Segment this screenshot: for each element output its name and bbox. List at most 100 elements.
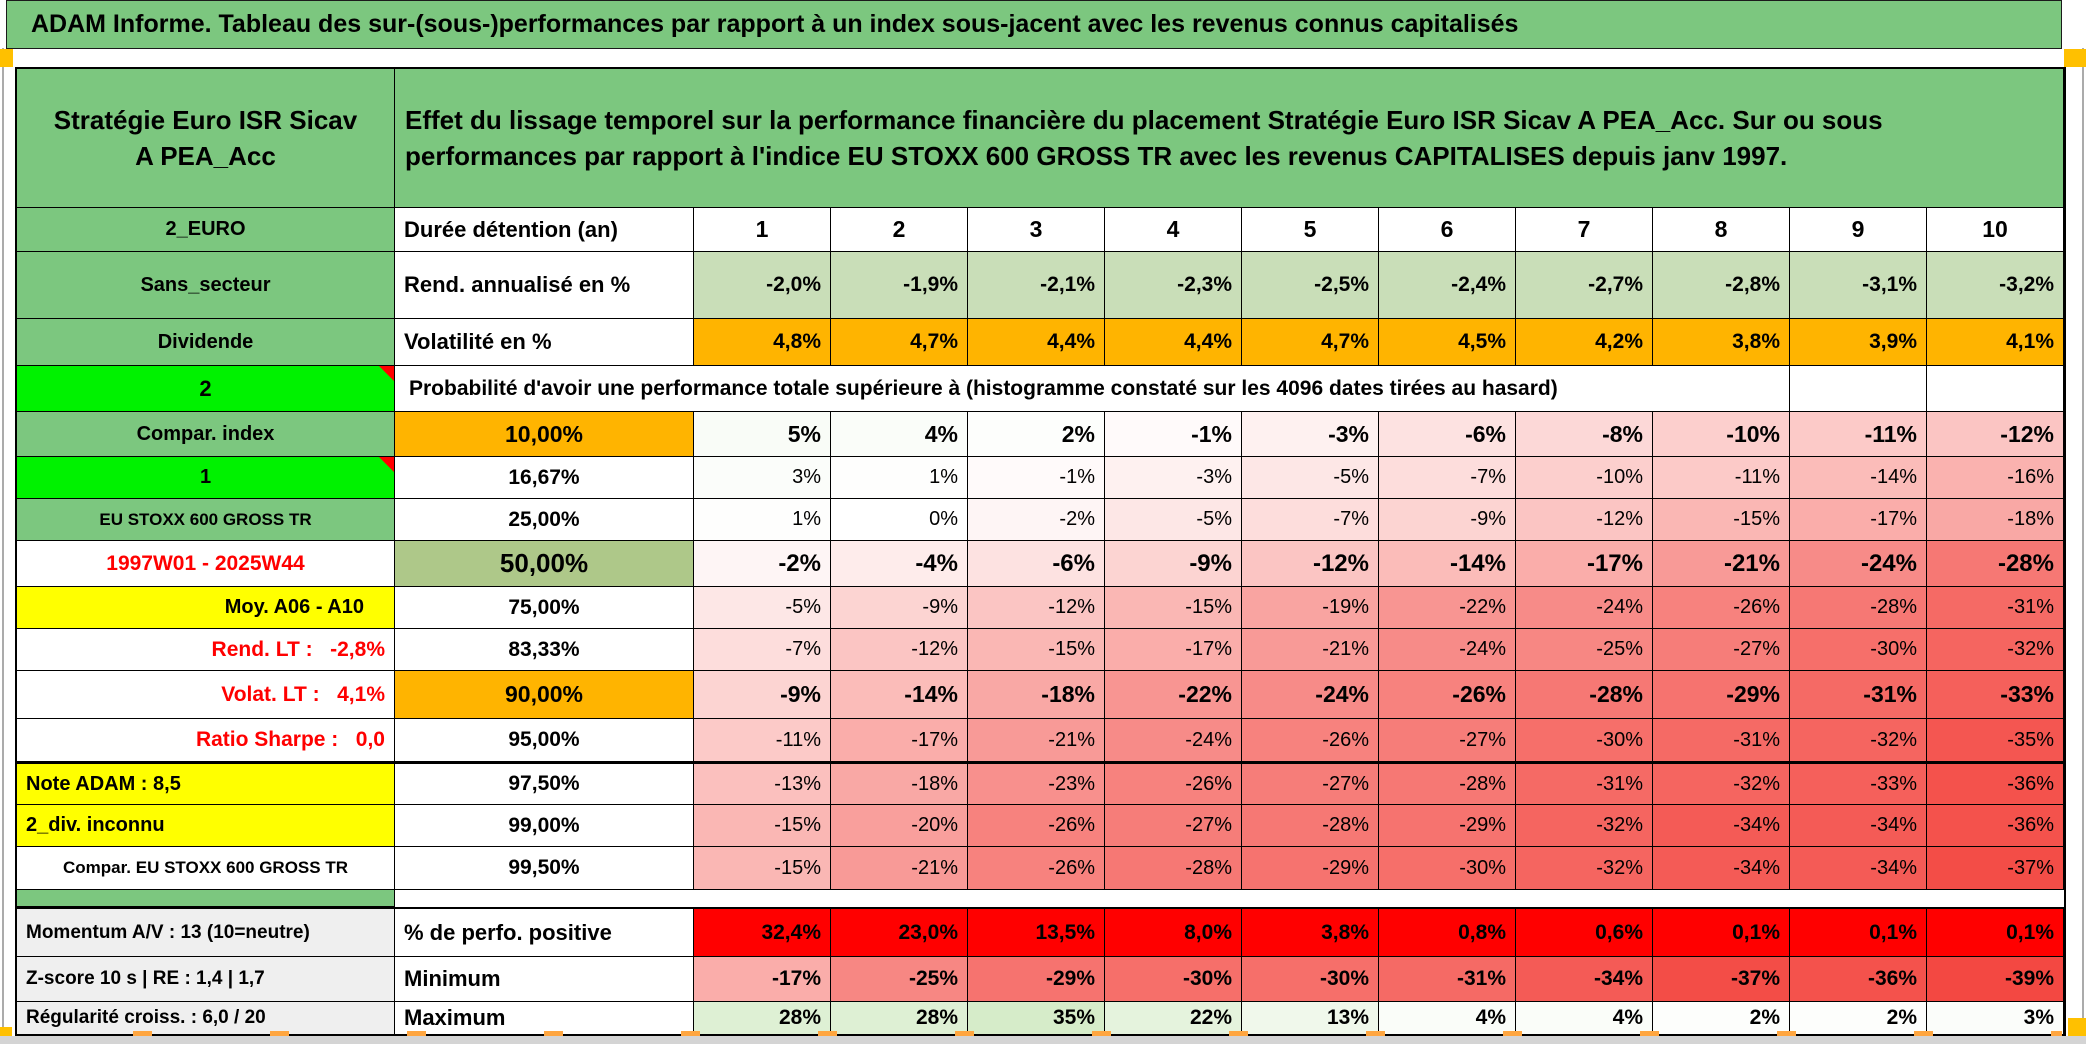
--de-perfo--positive-year-9[interactable]: 0,1% bbox=[1790, 907, 1927, 957]
maximum-year-6[interactable]: 4% bbox=[1379, 1002, 1516, 1035]
quantile-cell-1000[interactable]: 10,00% bbox=[395, 412, 694, 457]
prob-cell-q9500-year-6[interactable]: -27% bbox=[1379, 719, 1516, 762]
prob-cell-q7500-year-7[interactable]: -24% bbox=[1516, 587, 1653, 629]
holding-period-year-6[interactable]: 6 bbox=[1379, 208, 1516, 252]
prob-cell-q9000-year-9[interactable]: -31% bbox=[1790, 671, 1927, 719]
holding-period-year-1[interactable]: 1 bbox=[694, 208, 831, 252]
prob-cell-q7500-year-1[interactable]: -5% bbox=[694, 587, 831, 629]
minimum-year-2[interactable]: -25% bbox=[831, 957, 968, 1002]
--de-perfo--positive-year-1[interactable]: 32,4% bbox=[694, 907, 831, 957]
prob-cell-q2500-year-1[interactable]: 1% bbox=[694, 499, 831, 541]
prob-cell-q9900-year-9[interactable]: -34% bbox=[1790, 805, 1927, 847]
annualized-return-year-1[interactable]: -2,0% bbox=[694, 252, 831, 319]
holding-period-year-4[interactable]: 4 bbox=[1105, 208, 1242, 252]
row-label-bottom-1[interactable]: Momentum A/V : 13 (10=neutre) bbox=[17, 907, 395, 957]
row-label-q1667[interactable]: 1 bbox=[17, 457, 395, 499]
minimum-year-5[interactable]: -30% bbox=[1242, 957, 1379, 1002]
prob-cell-q9500-year-1[interactable]: -11% bbox=[694, 719, 831, 762]
prob-cell-q5000-year-3[interactable]: -6% bbox=[968, 541, 1105, 587]
quantile-cell-9000[interactable]: 90,00% bbox=[395, 671, 694, 719]
prob-cell-q1000-year-10[interactable]: -12% bbox=[1927, 412, 2064, 457]
prob-cell-q1667-year-6[interactable]: -7% bbox=[1379, 457, 1516, 499]
annualized-return-year-4[interactable]: -2,3% bbox=[1105, 252, 1242, 319]
prob-cell-q1667-year-9[interactable]: -14% bbox=[1790, 457, 1927, 499]
quantile-cell-2500[interactable]: 25,00% bbox=[395, 499, 694, 541]
row-label-q1000[interactable]: Compar. index bbox=[17, 412, 395, 457]
prob-cell-q5000-year-4[interactable]: -9% bbox=[1105, 541, 1242, 587]
--de-perfo--positive-year-4[interactable]: 8,0% bbox=[1105, 907, 1242, 957]
prob-cell-q9900-year-1[interactable]: -15% bbox=[694, 805, 831, 847]
row-label-q9950[interactable]: Compar. EU STOXX 600 GROSS TR bbox=[17, 847, 395, 890]
prob-cell-q9500-year-10[interactable]: -35% bbox=[1927, 719, 2064, 762]
annualized-return-year-5[interactable]: -2,5% bbox=[1242, 252, 1379, 319]
prob-cell-q1667-year-10[interactable]: -16% bbox=[1927, 457, 2064, 499]
prob-cell-q9900-year-7[interactable]: -32% bbox=[1516, 805, 1653, 847]
prob-cell-q9900-year-3[interactable]: -26% bbox=[968, 805, 1105, 847]
prob-cell-q1000-year-4[interactable]: -1% bbox=[1105, 412, 1242, 457]
metric-label-minimum[interactable]: Minimum bbox=[395, 957, 694, 1002]
prob-cell-q2500-year-9[interactable]: -17% bbox=[1790, 499, 1927, 541]
probability-header-cell[interactable]: Probabilité d'avoir une performance tota… bbox=[395, 366, 1790, 412]
prob-cell-q9000-year-2[interactable]: -14% bbox=[831, 671, 968, 719]
prob-cell-q8333-year-3[interactable]: -15% bbox=[968, 629, 1105, 671]
prob-cell-q2500-year-8[interactable]: -15% bbox=[1653, 499, 1790, 541]
volatility-year-8[interactable]: 3,8% bbox=[1653, 319, 1790, 366]
row-label-q8333[interactable]: Rend. LT : -2,8% bbox=[17, 629, 395, 671]
prob-cell-q1000-year-9[interactable]: -11% bbox=[1790, 412, 1927, 457]
prob-cell-q5000-year-1[interactable]: -2% bbox=[694, 541, 831, 587]
row-label-volatility[interactable]: Dividende bbox=[17, 319, 395, 366]
row-label-bottom-3[interactable]: Régularité croiss. : 6,0 / 20 bbox=[17, 1002, 395, 1035]
quantile-cell-9900[interactable]: 99,00% bbox=[395, 805, 694, 847]
prob-cell-q9900-year-5[interactable]: -28% bbox=[1242, 805, 1379, 847]
prob-cell-q9750-year-8[interactable]: -32% bbox=[1653, 762, 1790, 805]
holding-period-year-5[interactable]: 5 bbox=[1242, 208, 1379, 252]
prob-cell-q9950-year-9[interactable]: -34% bbox=[1790, 847, 1927, 890]
volatility-year-7[interactable]: 4,2% bbox=[1516, 319, 1653, 366]
annualized-return-year-7[interactable]: -2,7% bbox=[1516, 252, 1653, 319]
prob-cell-q9750-year-3[interactable]: -23% bbox=[968, 762, 1105, 805]
prob-cell-q9500-year-2[interactable]: -17% bbox=[831, 719, 968, 762]
metric-label---de-perfo--positive[interactable]: % de perfo. positive bbox=[395, 907, 694, 957]
prob-cell-q8333-year-4[interactable]: -17% bbox=[1105, 629, 1242, 671]
holding-period-year-7[interactable]: 7 bbox=[1516, 208, 1653, 252]
prob-cell-q7500-year-5[interactable]: -19% bbox=[1242, 587, 1379, 629]
prob-cell-q1667-year-2[interactable]: 1% bbox=[831, 457, 968, 499]
quantile-cell-7500[interactable]: 75,00% bbox=[395, 587, 694, 629]
holding-period-year-2[interactable]: 2 bbox=[831, 208, 968, 252]
prob-cell-q9750-year-7[interactable]: -31% bbox=[1516, 762, 1653, 805]
minimum-year-9[interactable]: -36% bbox=[1790, 957, 1927, 1002]
prob-cell-q9750-year-10[interactable]: -36% bbox=[1927, 762, 2064, 805]
prob-cell-q9500-year-9[interactable]: -32% bbox=[1790, 719, 1927, 762]
prob-cell-q5000-year-5[interactable]: -12% bbox=[1242, 541, 1379, 587]
maximum-year-4[interactable]: 22% bbox=[1105, 1002, 1242, 1035]
minimum-year-4[interactable]: -30% bbox=[1105, 957, 1242, 1002]
volatility-year-3[interactable]: 4,4% bbox=[968, 319, 1105, 366]
prob-cell-q2500-year-4[interactable]: -5% bbox=[1105, 499, 1242, 541]
maximum-year-9[interactable]: 2% bbox=[1790, 1002, 1927, 1035]
row-label-q7500[interactable]: Moy. A06 - A10 bbox=[17, 587, 395, 629]
prob-cell-q1000-year-8[interactable]: -10% bbox=[1653, 412, 1790, 457]
prob-cell-q7500-year-9[interactable]: -28% bbox=[1790, 587, 1927, 629]
prob-cell-q9900-year-2[interactable]: -20% bbox=[831, 805, 968, 847]
prob-cell-q5000-year-7[interactable]: -17% bbox=[1516, 541, 1653, 587]
volatility-year-6[interactable]: 4,5% bbox=[1379, 319, 1516, 366]
prob-cell-q2500-year-5[interactable]: -7% bbox=[1242, 499, 1379, 541]
annualized-return-year-10[interactable]: -3,2% bbox=[1927, 252, 2064, 319]
quantile-cell-5000[interactable]: 50,00% bbox=[395, 541, 694, 587]
row-label-annualized-return[interactable]: Sans_secteur bbox=[17, 252, 395, 319]
prob-cell-q9500-year-5[interactable]: -26% bbox=[1242, 719, 1379, 762]
prob-cell-q2500-year-2[interactable]: 0% bbox=[831, 499, 968, 541]
prob-cell-q7500-year-10[interactable]: -31% bbox=[1927, 587, 2064, 629]
prob-cell-q1667-year-3[interactable]: -1% bbox=[968, 457, 1105, 499]
prob-cell-q9950-year-6[interactable]: -30% bbox=[1379, 847, 1516, 890]
metric-label-annualized-return[interactable]: Rend. annualisé en % bbox=[395, 252, 694, 319]
prob-cell-q1000-year-1[interactable]: 5% bbox=[694, 412, 831, 457]
quantile-cell-9750[interactable]: 97,50% bbox=[395, 762, 694, 805]
metric-label-maximum[interactable]: Maximum bbox=[395, 1002, 694, 1035]
volatility-year-4[interactable]: 4,4% bbox=[1105, 319, 1242, 366]
row-label-q9900[interactable]: 2_div. inconnu bbox=[17, 805, 395, 847]
prob-cell-q5000-year-9[interactable]: -24% bbox=[1790, 541, 1927, 587]
prob-cell-q7500-year-4[interactable]: -15% bbox=[1105, 587, 1242, 629]
holding-period-year-3[interactable]: 3 bbox=[968, 208, 1105, 252]
prob-cell-q2500-year-6[interactable]: -9% bbox=[1379, 499, 1516, 541]
